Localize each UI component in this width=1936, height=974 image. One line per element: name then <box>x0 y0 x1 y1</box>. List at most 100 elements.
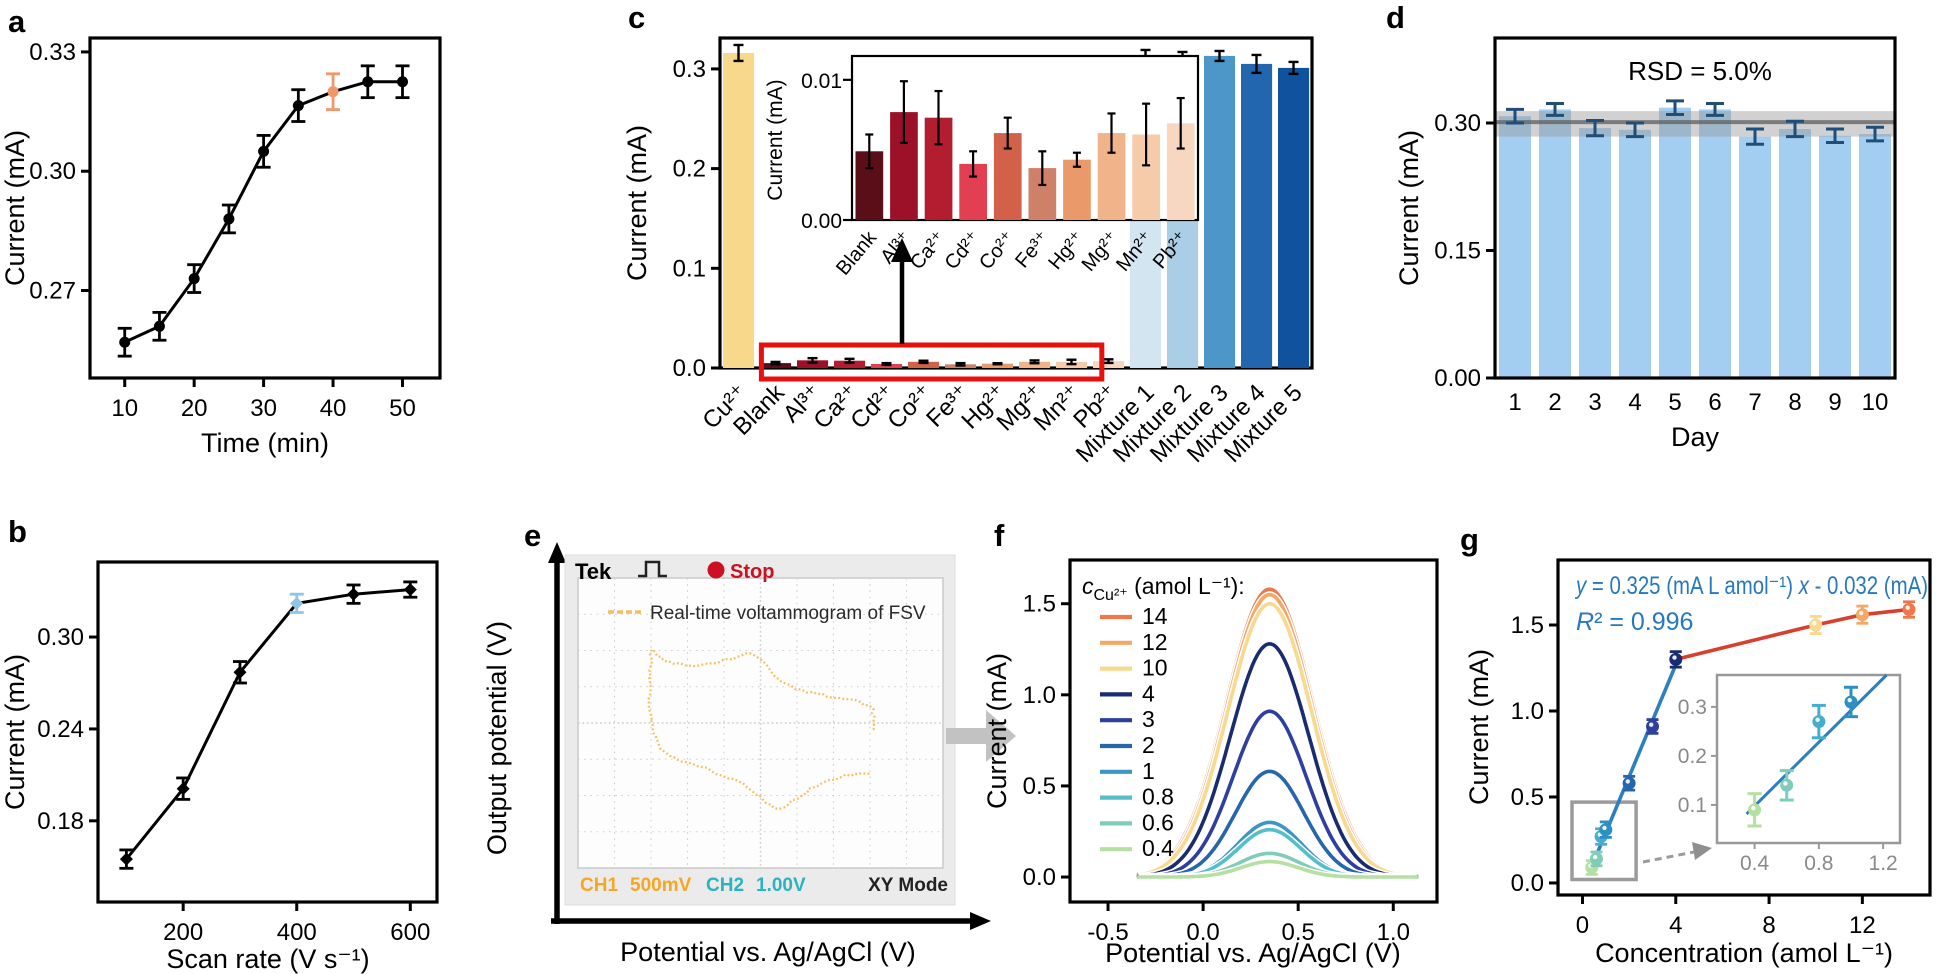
bar <box>1699 109 1731 379</box>
panel-label-g: g <box>1460 522 1479 557</box>
inset-category-label: Blank <box>832 226 882 279</box>
tick-label-y: 0.33 <box>29 39 76 66</box>
tick-label-y: 0.24 <box>37 716 84 743</box>
y-axis-arrow-head <box>548 542 566 563</box>
chart-a: 10 20 30 40 50 0.27 0.30 0.33 Time (min) Current … <box>0 36 442 458</box>
tick-label-y: 0.0 <box>1023 864 1056 891</box>
inset-tick-y: 0.2 <box>1678 745 1707 768</box>
bar <box>1499 116 1531 378</box>
bar <box>1278 67 1310 369</box>
plot-frame <box>1493 36 1897 380</box>
equation: y = 0.325 (mA L amol⁻¹) x - 0.032 (mA) <box>1574 572 1928 600</box>
bar <box>760 363 792 368</box>
inset-y-axis-label: Current (mA) <box>764 79 787 200</box>
tick-label-y: 1.5 <box>1511 612 1544 639</box>
inset-data-marker <box>1812 715 1826 729</box>
osc-ch1-value: 500mV <box>630 875 692 896</box>
bar <box>1779 129 1811 378</box>
x-axis-label: Concentration (amol L⁻¹) <box>1595 938 1893 968</box>
bar <box>908 361 940 368</box>
chart-f: -0.5 0.0 0.5 1.0 0.0 0.5 1.0 1.5 Potential vs. A… <box>982 558 1439 968</box>
tick-label-y: 0.0 <box>673 355 706 382</box>
bar <box>1019 361 1051 368</box>
peak-curve <box>1136 859 1419 879</box>
legend-title: cCu²⁺ (amol L⁻¹): <box>1082 573 1245 604</box>
tick-label-x: 4 <box>1628 389 1641 416</box>
tick-label-x: 40 <box>320 395 347 422</box>
tick-label-y: 0.2 <box>673 156 706 183</box>
data-line <box>125 588 411 861</box>
tick-label-x: 200 <box>163 919 203 946</box>
bar <box>1659 107 1691 378</box>
tick-label-y: 0.3 <box>673 56 706 83</box>
tick-label-y: 0.00 <box>801 210 842 233</box>
highlight-box <box>758 342 1105 382</box>
osc-ch2-label: CH2 <box>706 875 744 896</box>
tick-label-y: 0.00 <box>1434 365 1481 392</box>
data-marker <box>153 320 165 332</box>
bar <box>982 363 1014 368</box>
tick-label-y: 0.18 <box>37 808 84 835</box>
bar <box>723 53 755 368</box>
data-marker <box>1599 823 1613 837</box>
x-axis-arrow-head <box>970 912 991 930</box>
tick-label-x: 10 <box>111 395 138 422</box>
tick-label-y: 0.30 <box>29 158 76 185</box>
legend-entry: 0.6 <box>1142 809 1174 835</box>
tick-label-y: 0.30 <box>37 624 84 651</box>
inset-frame <box>1715 673 1902 845</box>
inset-category-label: Ca²⁺ <box>906 227 950 274</box>
inset-category-label: Mg²⁺ <box>1078 227 1124 276</box>
data-marker <box>188 273 200 285</box>
tick-label-y: 1.0 <box>1023 682 1056 709</box>
inset-arrow-head <box>891 238 913 262</box>
inset-data-marker <box>1748 803 1762 817</box>
tick-label-x: 9 <box>1828 389 1841 416</box>
bar <box>1204 55 1236 369</box>
data-marker <box>233 665 247 679</box>
data-marker <box>258 145 270 157</box>
plot-frame <box>718 36 1314 370</box>
osc-legend: Real-time voltammogram of FSV <box>650 603 926 624</box>
inset-tick-x: 1.2 <box>1869 852 1898 875</box>
tick-label-x: 400 <box>277 919 317 946</box>
x-axis-label: Potential vs. Ag/AgCl (V) <box>620 937 916 967</box>
tick-label-x: 0.0 <box>1186 919 1219 946</box>
data-marker <box>397 76 408 88</box>
legend-entry: 12 <box>1142 629 1168 655</box>
panel-label-c: c <box>628 0 646 35</box>
annotation-rsd: RSD = 5.0% <box>1628 56 1772 86</box>
inset-category-label: Fe³⁺ <box>1011 227 1054 272</box>
x-axis-label: Potential vs. Ag/AgCl (V) <box>1105 938 1401 968</box>
data-marker <box>176 782 190 796</box>
tick-label-x: 1.0 <box>1377 919 1410 946</box>
tick-label-y: 0.30 <box>1434 110 1481 137</box>
peak-curve <box>1136 601 1419 879</box>
plot-frame <box>1556 558 1932 897</box>
legend-entry: 3 <box>1142 706 1155 732</box>
osc-ch2-value: 1.00V <box>756 875 806 896</box>
x-axis-label: Time (min) <box>201 428 329 458</box>
tick-label-x: 8 <box>1762 912 1775 939</box>
bar <box>1859 134 1891 378</box>
y-axis-label: Output potential (V) <box>482 621 512 855</box>
panel-label-d: d <box>1386 0 1405 35</box>
tick-label-x: 30 <box>250 395 277 422</box>
data-marker <box>1646 720 1659 733</box>
data-marker <box>1809 618 1823 632</box>
y-axis-label: Current (mA) <box>982 653 1012 809</box>
data-marker <box>347 587 360 601</box>
zoom-connector <box>1642 850 1695 864</box>
tick-label-x: 12 <box>1849 912 1876 939</box>
legend-entry: 14 <box>1142 603 1168 629</box>
data-marker <box>1902 603 1916 616</box>
bar <box>1241 63 1273 369</box>
tick-label-y: 0.5 <box>1511 784 1544 811</box>
inset-data-marker <box>1844 695 1858 709</box>
data-marker <box>327 86 339 98</box>
bar <box>1093 361 1125 368</box>
tick-label-x: -0.5 <box>1087 919 1128 946</box>
tick-label-x: 8 <box>1788 389 1801 416</box>
